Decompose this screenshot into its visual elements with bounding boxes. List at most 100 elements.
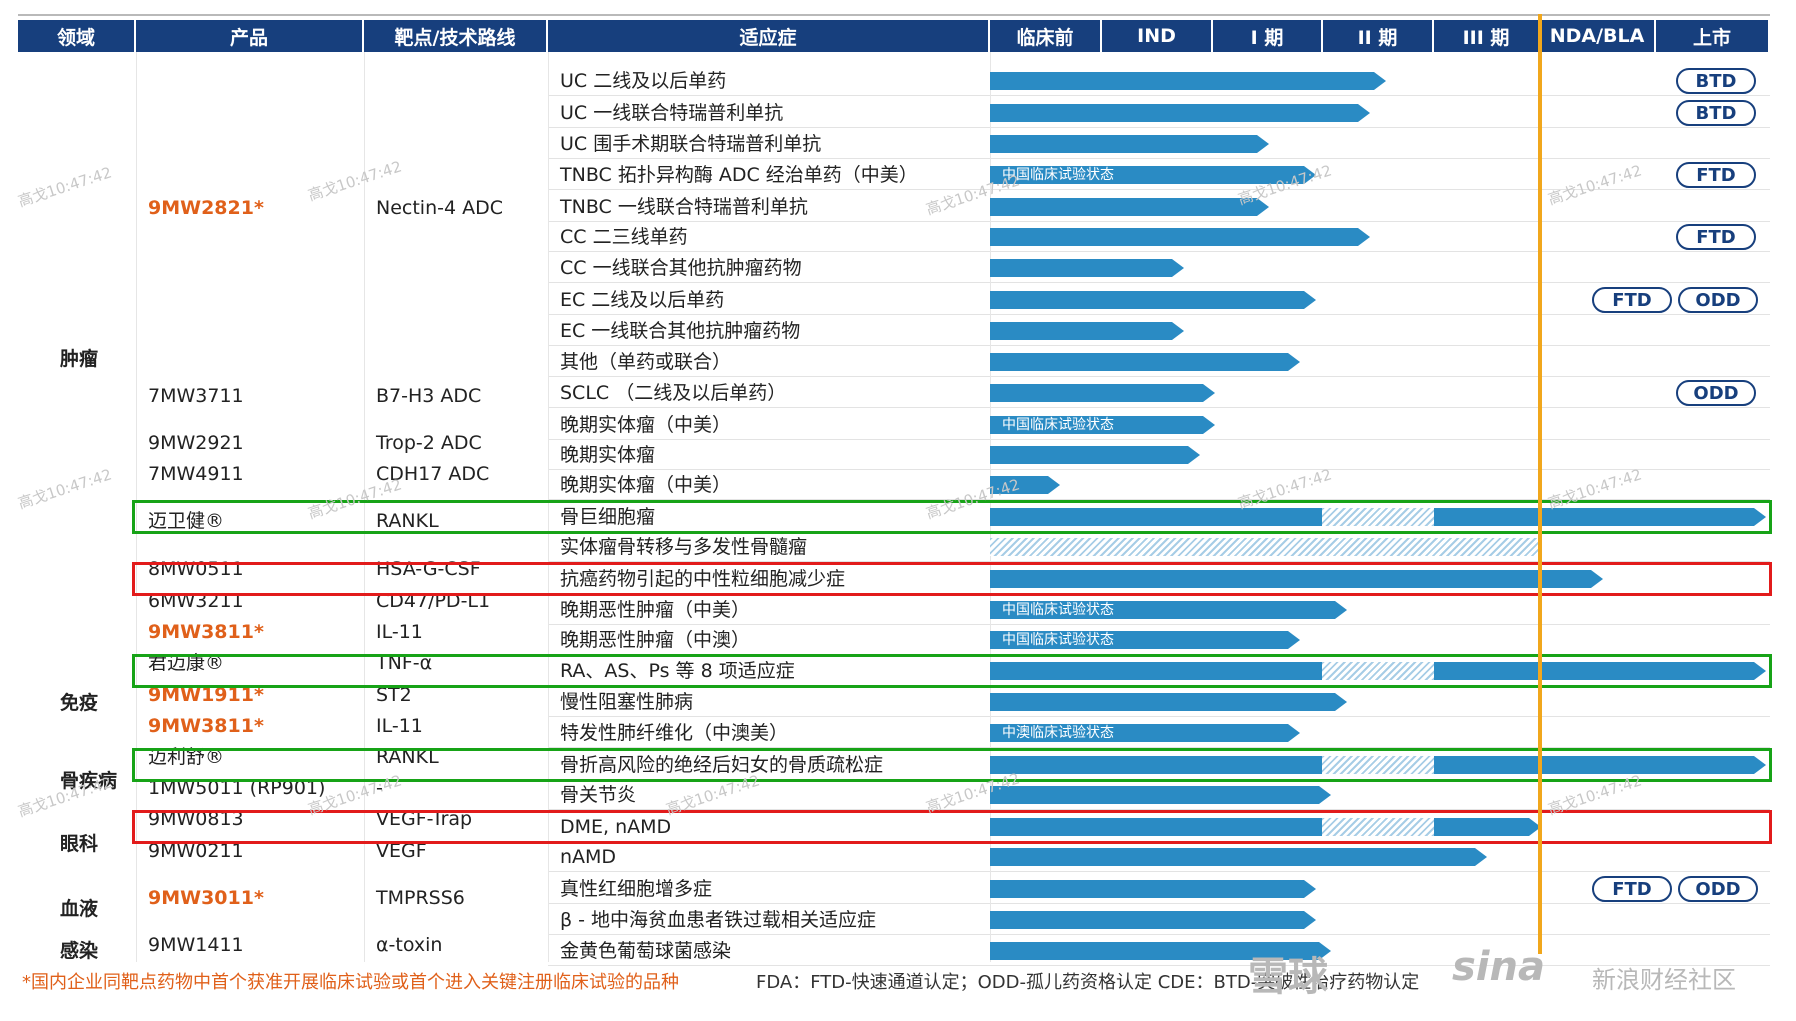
- product-name: 迈卫健®: [148, 510, 225, 532]
- indication-label: CC 二三线单药: [560, 226, 688, 248]
- row-divider: [548, 716, 1770, 717]
- row-divider: [548, 127, 1770, 128]
- progress-bar: [990, 198, 1269, 216]
- area-label: 免疫: [60, 692, 99, 714]
- badge-ftd: FTD: [1592, 876, 1672, 902]
- progress-bar-hatched-segment: [1322, 662, 1434, 680]
- progress-bar-hatched: [990, 538, 1541, 556]
- product-target: ST2: [376, 684, 412, 706]
- row-divider: [548, 809, 1770, 810]
- indication-label: EC 一线联合其他抗肿瘤药物: [560, 320, 801, 342]
- watermark-text: 高戈10:47:42: [1545, 161, 1644, 209]
- progress-bar: [990, 848, 1487, 866]
- progress-bar-arrow: [1304, 166, 1316, 184]
- indication-label: 实体瘤骨转移与多发性骨髓瘤: [560, 536, 808, 558]
- badge-odd: ODD: [1678, 876, 1758, 902]
- product-name: 9MW2821*: [148, 197, 264, 219]
- indication-label: 骨巨细胞瘤: [560, 506, 656, 528]
- progress-bar: [990, 135, 1269, 153]
- watermark-text: 高戈10:47:42: [15, 163, 114, 211]
- product-name: 9MW3811*: [148, 715, 264, 737]
- header-stage-0: 临床前: [990, 20, 1102, 52]
- progress-bar: [990, 880, 1316, 898]
- indication-label: CC 一线联合其他抗肿瘤药物: [560, 257, 802, 279]
- progress-bar-arrow: [1319, 942, 1331, 960]
- progress-bar-arrow: [1288, 724, 1300, 742]
- badge-ftd: FTD: [1676, 162, 1756, 188]
- row-divider: [548, 221, 1770, 222]
- product-target: VEGF-Trap: [376, 808, 473, 830]
- product-target: RANKL: [376, 746, 439, 768]
- indication-label: 晚期恶性肿瘤（中美）: [560, 599, 751, 621]
- top-rule: [18, 14, 1770, 16]
- indication-label: 慢性阻塞性肺病: [560, 691, 694, 713]
- header-stage-6: 上市: [1656, 20, 1770, 52]
- progress-bar-arrow: [1591, 570, 1603, 588]
- progress-bar-arrow: [1335, 693, 1347, 711]
- indication-label: 晚期实体瘤（中美）: [560, 414, 732, 436]
- header-cell-1: 产品: [136, 20, 364, 52]
- progress-bar: [990, 72, 1386, 90]
- progress-bar: 中国临床试验状态: [990, 416, 1215, 434]
- progress-bar-hatched-segment: [1322, 508, 1434, 526]
- indication-label: SCLC （二线及以后单药）: [560, 382, 787, 404]
- product-target: B7-H3 ADC: [376, 385, 482, 407]
- highlight-box-green: [132, 654, 1772, 688]
- indication-label: EC 二线及以后单药: [560, 289, 725, 311]
- progress-bar-arrow: [1475, 848, 1487, 866]
- product-target: IL-11: [376, 621, 423, 643]
- highlight-box-red: [132, 810, 1772, 844]
- product-target: IL-11: [376, 715, 423, 737]
- product-name: 迈利舒®: [148, 746, 225, 768]
- product-target: CDH17 ADC: [376, 463, 490, 485]
- product-name: 9MW3011*: [148, 887, 264, 909]
- product-target: TMPRSS6: [376, 887, 465, 909]
- progress-bar: [990, 942, 1331, 960]
- indication-label: TNBC 一线联合特瑞普利单抗: [560, 196, 808, 218]
- badge-btd: BTD: [1676, 100, 1756, 126]
- product-target: VEGF: [376, 840, 427, 862]
- progress-bar-arrow: [1335, 601, 1347, 619]
- progress-bar-arrow: [1754, 662, 1766, 680]
- progress-bar: [990, 476, 1060, 494]
- progress-bar: [990, 693, 1347, 711]
- row-divider: [548, 282, 1770, 283]
- progress-bar: [990, 228, 1370, 246]
- indication-label: RA、AS、Ps 等 8 项适应症: [560, 660, 795, 682]
- row-divider: [548, 376, 1770, 377]
- highlight-box-green: [132, 748, 1772, 782]
- indication-label: 金黄色葡萄球菌感染: [560, 940, 732, 962]
- progress-bar-arrow: [1754, 508, 1766, 526]
- row-divider: [548, 314, 1770, 315]
- xueqiu-logo: 雪球: [1248, 954, 1328, 1000]
- progress-bar-label: 中国临床试验状态: [1002, 167, 1114, 183]
- progress-bar: [990, 291, 1316, 309]
- indication-label: UC 一线联合特瑞普利单抗: [560, 102, 784, 124]
- row-divider: [548, 95, 1770, 96]
- progress-bar-arrow: [1304, 911, 1316, 929]
- header-stage-4: III 期: [1434, 20, 1540, 52]
- progress-bar: [990, 353, 1300, 371]
- designation-legend: FDA：FTD-快速通道认定；ODD-孤儿药资格认定 CDE：BTD-突破性治疗…: [756, 972, 1420, 993]
- progress-bar: [990, 384, 1215, 402]
- progress-bar: [990, 911, 1316, 929]
- row-divider: [548, 747, 1770, 748]
- sina-community-text: 新浪财经社区: [1592, 966, 1736, 994]
- row-divider: [548, 499, 1770, 500]
- indication-label: 抗癌药物引起的中性粒细胞减少症: [560, 568, 846, 590]
- progress-bar: 中澳临床试验状态: [990, 724, 1300, 742]
- row-divider: [548, 965, 1770, 966]
- progress-bar: [990, 104, 1370, 122]
- area-label: 眼科: [60, 833, 99, 855]
- badge-ftd: FTD: [1592, 287, 1672, 313]
- indication-label: 特发性肺纤维化（中澳美）: [560, 722, 789, 744]
- badge-ftd: FTD: [1676, 224, 1756, 250]
- sina-logo: sina: [1452, 944, 1545, 990]
- row-divider: [548, 189, 1770, 190]
- progress-bar-arrow: [1754, 756, 1766, 774]
- header-stage-3: II 期: [1323, 20, 1434, 52]
- header-stage-2: I 期: [1213, 20, 1323, 52]
- indication-label: 骨关节炎: [560, 784, 637, 806]
- row-divider: [548, 469, 1770, 470]
